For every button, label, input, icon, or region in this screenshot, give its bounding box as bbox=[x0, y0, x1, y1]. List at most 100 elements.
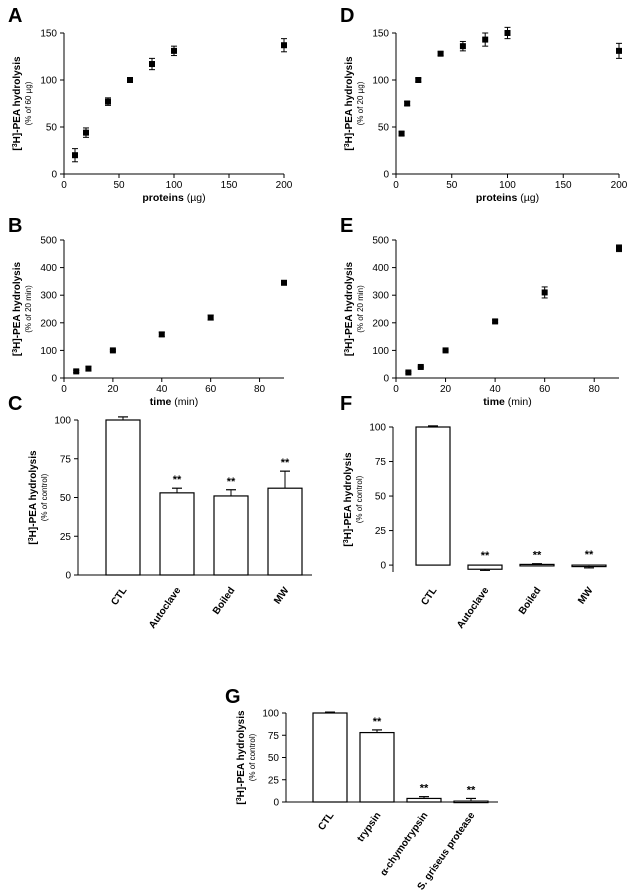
category-label: Boiled bbox=[211, 585, 238, 616]
y-axis-sublabel-A: (% of 60 µg) bbox=[24, 81, 33, 125]
x-tick-label: 0 bbox=[61, 180, 67, 191]
x-tick-label: 0 bbox=[393, 384, 399, 395]
data-point bbox=[541, 289, 548, 296]
category-label: α-chymotrypsin bbox=[378, 810, 430, 878]
x-tick-label: 40 bbox=[156, 384, 168, 395]
y-tick-label: 100 bbox=[372, 76, 389, 87]
y-tick-label: 25 bbox=[268, 775, 280, 786]
y-tick-label: 75 bbox=[60, 454, 72, 465]
category-label: Autoclave bbox=[147, 585, 184, 631]
x-tick-label: 50 bbox=[113, 180, 125, 191]
y-tick-label: 100 bbox=[54, 416, 71, 427]
panel-letter: E bbox=[340, 215, 353, 237]
category-label: trypsin bbox=[355, 810, 383, 844]
x-tick-label: 0 bbox=[61, 384, 67, 395]
data-point bbox=[415, 77, 422, 83]
data-point bbox=[127, 77, 133, 83]
category-label: Boiled bbox=[517, 585, 544, 616]
x-tick-label: 20 bbox=[107, 384, 119, 395]
y-tick-label: 50 bbox=[268, 753, 280, 764]
x-tick-label: 150 bbox=[555, 180, 572, 191]
panel-E: E 0 100 200 300 400 500 0 20 40 60 80 time (min) [3H]… bbox=[340, 215, 622, 408]
data-point bbox=[158, 331, 165, 338]
x-axis-label: time (min) bbox=[483, 396, 531, 408]
panel-letter: F bbox=[340, 393, 352, 415]
x-tick-label: 100 bbox=[166, 180, 183, 191]
y-tick-label: 75 bbox=[268, 731, 280, 742]
category-label: CTL bbox=[419, 585, 439, 607]
y-axis-sublabel-C: (% of control) bbox=[40, 473, 49, 521]
bar bbox=[159, 492, 195, 576]
data-point bbox=[459, 43, 466, 50]
significance-marker: ** bbox=[585, 549, 594, 561]
data-point bbox=[482, 36, 489, 43]
x-tick-label: 200 bbox=[611, 180, 628, 191]
x-tick-label: 100 bbox=[499, 180, 516, 191]
y-tick-label: 100 bbox=[369, 423, 386, 434]
y-tick-label: 200 bbox=[40, 318, 57, 329]
category-label: MW bbox=[272, 585, 292, 606]
x-axis-label: proteins (µg) bbox=[476, 192, 539, 204]
y-tick-label: 0 bbox=[383, 374, 389, 385]
x-axis-label: proteins (µg) bbox=[142, 192, 205, 204]
panel-letter: B bbox=[8, 215, 22, 237]
y-tick-label: 0 bbox=[383, 170, 389, 181]
y-tick-label: 0 bbox=[273, 798, 279, 809]
significance-marker: ** bbox=[373, 716, 382, 728]
x-axis-label: time (min) bbox=[150, 396, 198, 408]
y-axis-label-G: [3H]-PEA hydrolysis bbox=[236, 710, 248, 805]
bar bbox=[453, 800, 489, 804]
category-label: CTL bbox=[109, 585, 129, 607]
y-axis-label-A: [3H]-PEA hydrolysis bbox=[12, 56, 24, 151]
y-tick-label: 50 bbox=[60, 493, 72, 504]
x-tick-label: 20 bbox=[440, 384, 452, 395]
y-tick-label: 300 bbox=[372, 291, 389, 302]
significance-marker: ** bbox=[467, 784, 476, 796]
y-tick-label: 75 bbox=[375, 457, 387, 468]
data-point bbox=[73, 368, 80, 375]
data-point bbox=[207, 314, 214, 321]
data-point bbox=[72, 152, 78, 159]
y-tick-label: 150 bbox=[372, 29, 389, 40]
significance-marker: ** bbox=[173, 474, 182, 486]
x-tick-label: 60 bbox=[539, 384, 551, 395]
data-point bbox=[437, 50, 444, 57]
data-point bbox=[109, 347, 116, 354]
y-tick-label: 150 bbox=[40, 29, 57, 40]
bar bbox=[213, 495, 249, 576]
data-point bbox=[105, 98, 111, 105]
y-tick-label: 0 bbox=[51, 374, 57, 385]
y-tick-label: 0 bbox=[65, 571, 71, 582]
significance-marker: ** bbox=[281, 457, 290, 469]
category-label: Autoclave bbox=[455, 585, 492, 631]
significance-marker: ** bbox=[420, 783, 429, 795]
y-tick-label: 100 bbox=[262, 709, 279, 720]
y-tick-label: 50 bbox=[46, 123, 58, 134]
bar bbox=[267, 487, 303, 576]
x-tick-label: 0 bbox=[393, 180, 399, 191]
y-tick-label: 200 bbox=[372, 318, 389, 329]
data-point bbox=[616, 245, 622, 252]
bar bbox=[312, 712, 348, 803]
category-label: CTL bbox=[316, 810, 336, 832]
data-point bbox=[616, 47, 622, 54]
bar bbox=[415, 426, 451, 566]
panel-letter: G bbox=[225, 686, 241, 708]
data-point bbox=[417, 363, 424, 370]
y-tick-label: 500 bbox=[40, 236, 57, 247]
y-tick-label: 50 bbox=[378, 123, 390, 134]
panel-letter: C bbox=[8, 393, 22, 415]
y-tick-label: 400 bbox=[372, 263, 389, 274]
y-tick-label: 500 bbox=[372, 236, 389, 247]
y-tick-label: 100 bbox=[372, 346, 389, 357]
bar bbox=[467, 564, 503, 570]
significance-marker: ** bbox=[533, 550, 542, 562]
y-tick-label: 100 bbox=[40, 76, 57, 87]
panel-letter: A bbox=[8, 5, 22, 27]
y-axis-sublabel-D: (% of 20 µg) bbox=[356, 81, 365, 125]
y-axis-label-E: [3H]-PEA hydrolysis bbox=[344, 262, 356, 357]
panel-F: F 0 25 50 75 100 [3H]-PEA hydrolysis (% of cont… bbox=[340, 393, 607, 631]
panel-C: C 0 25 50 75 100 [3H]-PEA hydrolysis (% of cont… bbox=[8, 393, 312, 631]
significance-marker: ** bbox=[481, 550, 490, 562]
